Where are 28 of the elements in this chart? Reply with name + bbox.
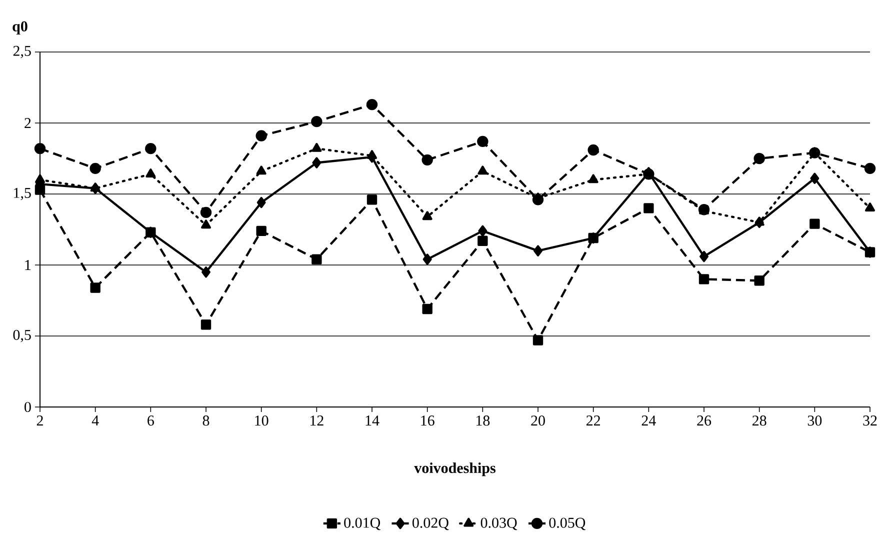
x-tick-label: 4 [92, 416, 99, 426]
y-tick-label: 1,5 [14, 188, 31, 200]
x-tick-label: 22 [586, 416, 600, 426]
y-tick-label: 2 [24, 118, 31, 128]
y-tick-label: 0,5 [13, 330, 31, 342]
y-axis-title: q0 [12, 21, 28, 34]
x-tick-label: 16 [421, 416, 434, 426]
x-tick-label: 10 [255, 416, 268, 426]
x-tick-label: 30 [808, 416, 822, 426]
x-tick-label: 28 [752, 416, 766, 426]
x-tick-label: 6 [148, 416, 154, 426]
x-axis-title: voivodeships [414, 462, 496, 476]
x-tick-label: 18 [476, 416, 490, 426]
x-tick-label: 8 [202, 416, 210, 426]
y-tick-label: 1 [25, 260, 31, 270]
legend-label: 0.03Q [480, 518, 518, 530]
legend-label: 0.01Q [344, 518, 380, 530]
y-tick-label: 2,5 [13, 46, 31, 58]
x-tick-label: 24 [642, 416, 656, 426]
x-tick-label: 26 [697, 416, 712, 426]
x-tick-label: 2 [36, 416, 43, 426]
x-tick-label: 32 [863, 416, 877, 426]
legend-label: 0.02Q [412, 518, 449, 530]
legend-label: 0.05Q [549, 518, 586, 530]
x-tick-label: 20 [531, 416, 545, 426]
x-tick-label: 12 [310, 416, 324, 426]
x-tick-label: 14 [366, 416, 380, 426]
y-tick-label: 0 [24, 402, 31, 412]
